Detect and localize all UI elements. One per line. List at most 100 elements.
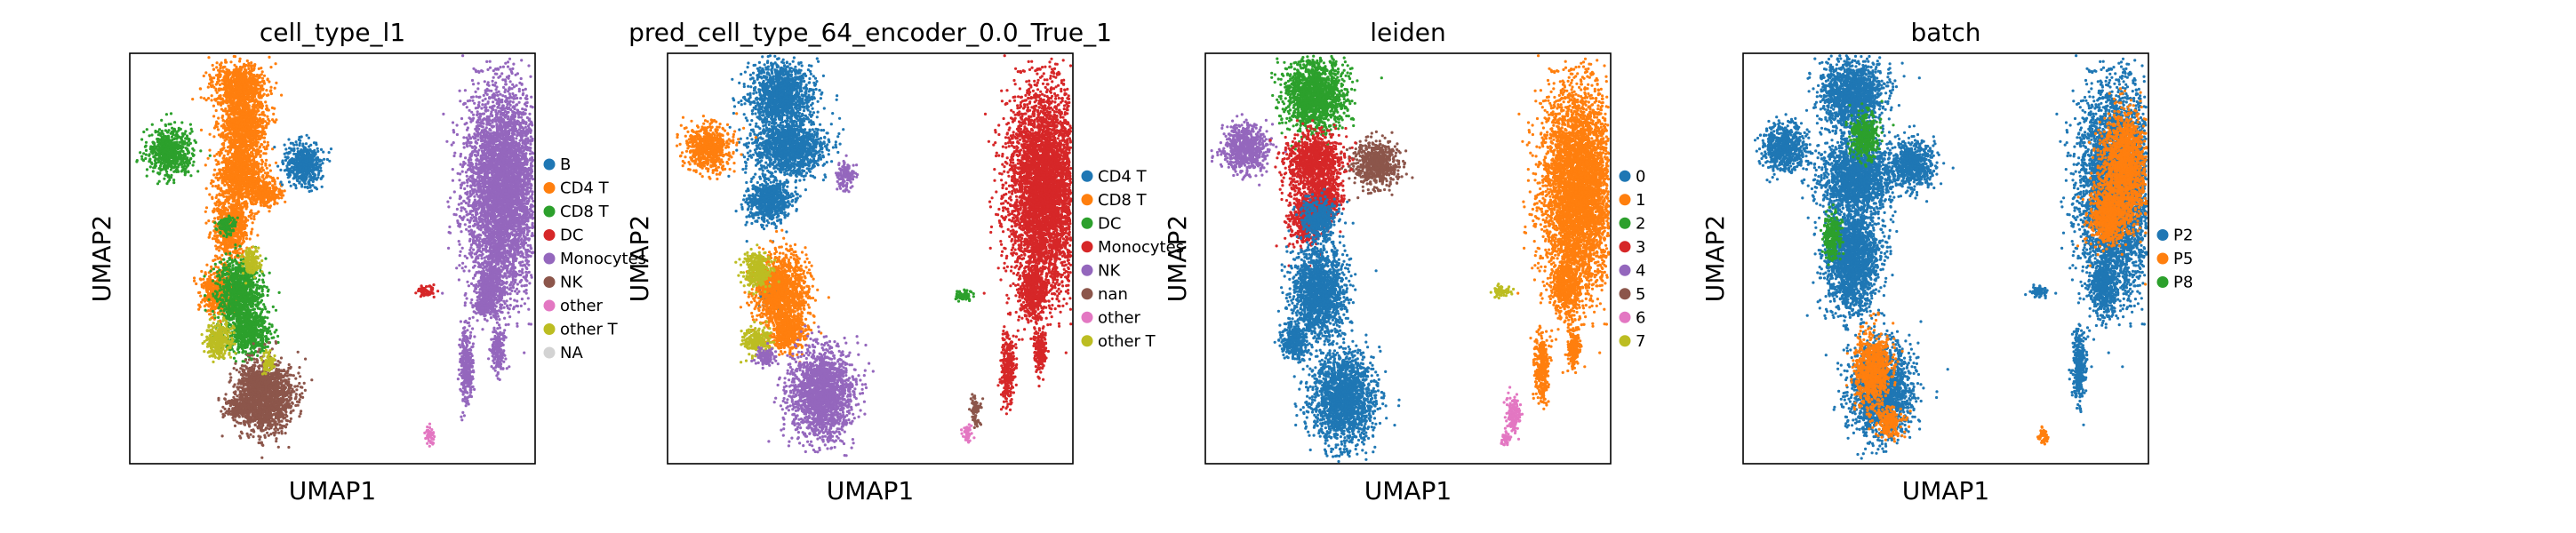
point (200, 96, 203, 99)
point (260, 136, 263, 139)
point (252, 117, 255, 120)
point (258, 124, 260, 127)
point (210, 81, 212, 84)
point (265, 89, 268, 91)
point (232, 145, 235, 147)
point (224, 139, 227, 142)
point (227, 173, 229, 176)
point (250, 133, 252, 136)
point (260, 131, 263, 133)
point (263, 140, 266, 143)
point (233, 95, 236, 98)
point (231, 139, 234, 141)
point (231, 142, 234, 145)
point (212, 76, 215, 79)
point (258, 171, 260, 174)
point (212, 173, 215, 176)
point (242, 138, 244, 140)
point (213, 169, 216, 171)
point (219, 63, 221, 66)
point (224, 88, 227, 91)
point (204, 71, 207, 74)
point (236, 97, 239, 99)
point (268, 56, 270, 59)
point (222, 94, 225, 97)
point (221, 67, 224, 69)
point (253, 108, 256, 111)
point (200, 129, 203, 131)
point (229, 86, 232, 89)
point (267, 93, 269, 96)
point (263, 75, 266, 77)
point (248, 139, 251, 142)
point (240, 172, 243, 175)
point (245, 80, 248, 83)
point (254, 84, 257, 86)
point (227, 80, 229, 83)
point (269, 89, 272, 91)
point (261, 161, 264, 163)
point (232, 156, 235, 159)
point (229, 109, 232, 112)
point (248, 127, 251, 130)
point (246, 159, 249, 162)
point (258, 68, 260, 70)
point (221, 98, 224, 100)
point (252, 144, 255, 147)
point (249, 155, 252, 157)
point (275, 162, 277, 164)
point (222, 157, 225, 160)
point (211, 94, 213, 97)
point (244, 92, 246, 95)
point (239, 133, 242, 136)
point (274, 121, 276, 123)
point (232, 100, 235, 103)
point (214, 89, 217, 91)
point (217, 103, 220, 106)
point (220, 88, 222, 91)
point (211, 179, 213, 182)
point (212, 68, 215, 71)
point (224, 130, 227, 132)
point (229, 123, 232, 126)
point (216, 61, 219, 64)
point (261, 127, 264, 130)
point (250, 138, 252, 140)
point (266, 107, 268, 109)
point (236, 83, 239, 85)
point (221, 115, 224, 117)
point (266, 122, 268, 124)
point (260, 163, 263, 165)
point (224, 107, 227, 110)
point (261, 174, 264, 177)
point (255, 163, 258, 165)
point (256, 74, 259, 76)
point (243, 152, 245, 155)
point (250, 115, 252, 118)
point (231, 169, 234, 171)
point (254, 91, 257, 94)
point (228, 73, 230, 76)
point (227, 184, 229, 187)
point (249, 113, 252, 115)
point (221, 132, 224, 135)
point (238, 60, 241, 62)
point (229, 148, 232, 151)
point (264, 100, 267, 103)
point (245, 175, 248, 178)
point (236, 123, 239, 125)
point (252, 139, 255, 141)
point (265, 152, 268, 155)
point (246, 119, 249, 122)
point (266, 115, 268, 118)
point (234, 151, 236, 154)
point (256, 150, 259, 153)
point (211, 99, 213, 101)
point (270, 92, 273, 95)
point (225, 149, 228, 152)
point (258, 131, 260, 133)
point (245, 150, 248, 153)
point (267, 141, 269, 144)
point (251, 69, 253, 72)
point (231, 171, 234, 174)
